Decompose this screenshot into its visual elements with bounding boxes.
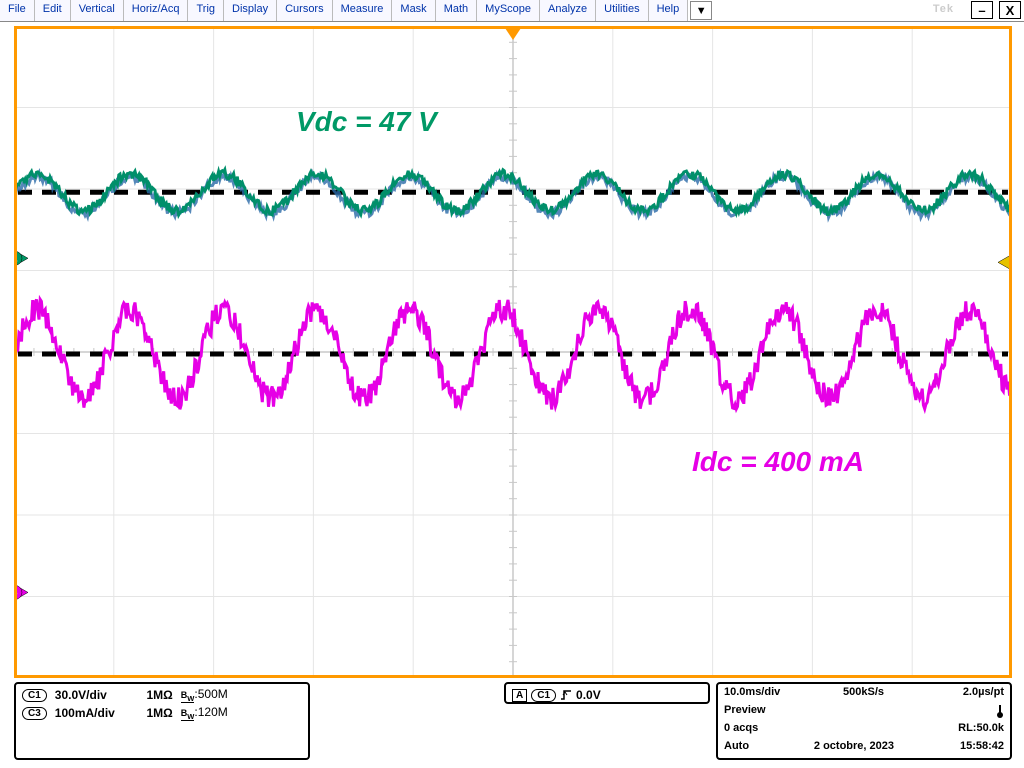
menu-trig[interactable]: Trig [188,0,224,21]
c3-scale: 100mA/div [55,706,125,720]
record-length: RL:50.0k [958,722,1004,740]
horizontal-panel: 10.0ms/div 500kS/s 2.0µs/pt Preview 0 ac… [716,682,1012,760]
menu-file[interactable]: File [0,0,35,21]
annotation-idc: Idc = 400 mA [692,446,864,478]
rising-edge-icon [560,689,572,701]
menu-utilities[interactable]: Utilities [596,0,648,21]
channel-row-c3: C3 100mA/div 1MΩ BW:120M [22,704,302,722]
channel-row-c1: C1 30.0V/div 1MΩ BW:500M [22,686,302,704]
close-button[interactable]: X [999,1,1021,19]
status-bar: C1 30.0V/div 1MΩ BW:500M C3 100mA/div 1M… [14,682,1012,760]
menu-vertical[interactable]: Vertical [71,0,124,21]
c1-impedance: 1MΩ [133,688,173,702]
acq-state: Preview [724,704,804,722]
channel-info-panel: C1 30.0V/div 1MΩ BW:500M C3 100mA/div 1M… [14,682,310,760]
acq-date: 2 octobre, 2023 [774,740,894,758]
trigger-panel: A C1 0.0V [504,682,710,704]
menu-mask[interactable]: Mask [392,0,435,21]
menu-analyze[interactable]: Analyze [540,0,596,21]
minimize-button[interactable]: – [971,1,993,19]
timebase: 10.0ms/div [724,686,804,704]
menu-horiz-acq[interactable]: Horiz/Acq [124,0,189,21]
trigger-a-label: A [512,689,527,702]
acq-time: 15:58:42 [904,740,1004,758]
menu-measure[interactable]: Measure [333,0,393,21]
c1-bandwidth: 500M [198,687,228,701]
channel-badge-c3: C3 [22,707,47,720]
menu-help[interactable]: Help [649,0,689,21]
menu-myscope[interactable]: MyScope [477,0,540,21]
time-resolution: 2.0µs/pt [894,686,1004,704]
trigger-level: 0.0V [576,688,601,702]
trigger-source-badge: C1 [531,689,556,702]
waveform-canvas: 13 [14,26,1012,678]
sample-rate: 500kS/s [814,686,884,704]
menu-edit[interactable]: Edit [35,0,71,21]
annotation-vdc: Vdc = 47 V [296,106,437,138]
thermometer-icon [996,704,1004,722]
menu-bar: File Edit Vertical Horiz/Acq Trig Displa… [0,0,1024,22]
channel-badge-c1: C1 [22,689,47,702]
menu-dropdown-button[interactable]: ▼ [690,1,712,20]
menu-display[interactable]: Display [224,0,277,21]
c3-bandwidth: 120M [198,705,228,719]
oscilloscope-display: 13 Vdc = 47 V Idc = 400 mA [14,26,1012,678]
menu-cursors[interactable]: Cursors [277,0,333,21]
acq-count: 0 acqs [724,722,804,740]
menu-math[interactable]: Math [436,0,477,21]
c3-impedance: 1MΩ [133,706,173,720]
run-mode: Auto [724,740,764,758]
brand-label: Tek [919,0,968,21]
c1-scale: 30.0V/div [55,688,125,702]
